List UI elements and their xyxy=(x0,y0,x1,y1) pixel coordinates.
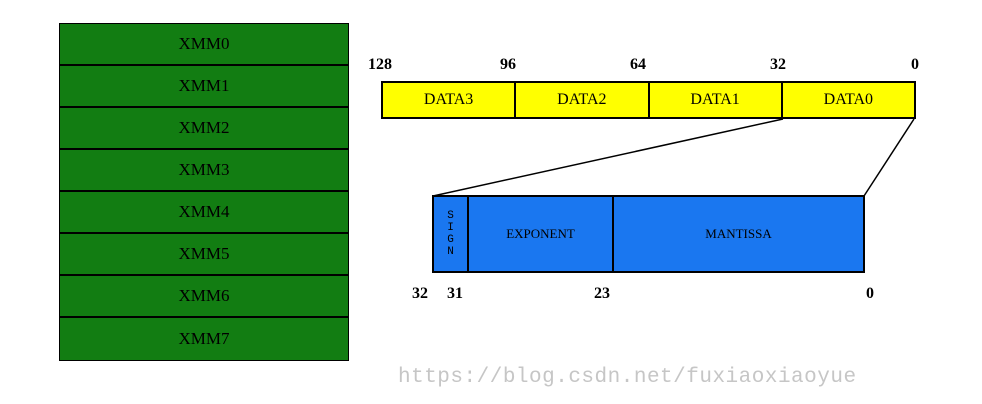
expansion-line-right xyxy=(863,118,915,197)
sign-field: S I G N xyxy=(434,197,469,271)
bit-label-128: 128 xyxy=(368,56,392,73)
float-bit-label-0: 0 xyxy=(866,285,874,302)
register-xmm4: XMM4 xyxy=(60,192,348,234)
sign-letter-i: I xyxy=(447,222,454,234)
sign-letter-n: N xyxy=(447,246,454,258)
sign-letter-s: S xyxy=(447,210,454,222)
register-xmm0: XMM0 xyxy=(60,24,348,66)
float-bit-label-32: 32 xyxy=(412,285,428,302)
float-bit-label-31: 31 xyxy=(447,285,463,302)
data-cell-data1: DATA1 xyxy=(650,83,783,117)
watermark: https://blog.csdn.net/fuxiaoxiaoyue xyxy=(398,366,857,389)
bit-label-32: 32 xyxy=(770,56,786,73)
register-xmm7: XMM7 xyxy=(60,318,348,360)
register-xmm6: XMM6 xyxy=(60,276,348,318)
data-cell-data3: DATA3 xyxy=(383,83,517,117)
float-format-box: S I G N EXPONENT MANTISSA xyxy=(432,195,865,273)
float-bit-label-23: 23 xyxy=(594,285,610,302)
register-xmm5: XMM5 xyxy=(60,234,348,276)
register-xmm2: XMM2 xyxy=(60,108,348,150)
bit-label-96: 96 xyxy=(500,56,516,73)
data-cell-data0: DATA0 xyxy=(823,91,874,108)
bit-label-64: 64 xyxy=(630,56,646,73)
exponent-field: EXPONENT xyxy=(469,197,614,271)
register-xmm1: XMM1 xyxy=(60,66,348,108)
xmm-register-stack: XMM0 XMM1 XMM2 XMM3 XMM4 XMM5 XMM6 XMM7 xyxy=(59,23,349,361)
mantissa-field: MANTISSA xyxy=(705,226,772,241)
data-cell-data2: DATA2 xyxy=(516,83,650,117)
bit-label-0: 0 xyxy=(911,56,919,73)
data-row: DATA3 DATA2 DATA1 DATA0 xyxy=(381,81,916,119)
register-xmm3: XMM3 xyxy=(60,150,348,192)
expansion-line-left xyxy=(432,118,784,197)
sign-letter-g: G xyxy=(447,234,454,246)
